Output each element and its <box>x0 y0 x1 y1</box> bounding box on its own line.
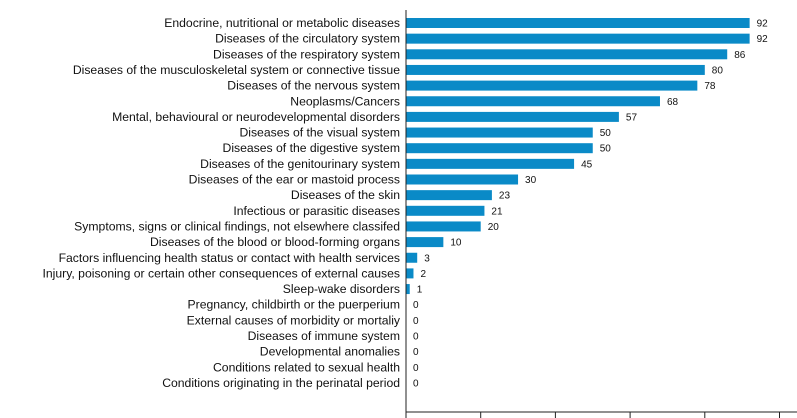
bar <box>406 64 705 75</box>
category-label: Diseases of the ear or mastoid process <box>189 173 400 187</box>
value-label: 3 <box>424 253 430 264</box>
value-label: 0 <box>413 332 419 343</box>
value-label: 50 <box>600 144 612 155</box>
bar <box>406 80 698 91</box>
value-label: 10 <box>450 238 462 249</box>
value-label: 86 <box>734 50 746 61</box>
bar <box>406 158 575 169</box>
category-label: Conditions related to sexual health <box>213 360 400 374</box>
value-label: 45 <box>581 159 593 170</box>
value-label: 0 <box>413 378 419 389</box>
category-label: Diseases of the skin <box>291 188 400 202</box>
value-label: 0 <box>413 347 419 358</box>
category-labels-group: Endocrine, nutritional or metabolic dise… <box>43 16 401 390</box>
category-label: Infectious or parasitic diseases <box>233 204 400 218</box>
bars-group <box>406 18 750 295</box>
bar <box>406 18 750 28</box>
category-label: Developmental anomalies <box>260 345 400 359</box>
value-label: 23 <box>499 191 511 202</box>
value-label: 0 <box>413 363 419 374</box>
bar <box>406 49 728 60</box>
value-label: 92 <box>757 34 769 45</box>
category-label: Symptoms, signs or clinical findings, no… <box>74 219 400 233</box>
category-label: Neoplasms/Cancers <box>290 94 400 108</box>
value-label: 57 <box>626 112 638 123</box>
category-label: Mental, behavioural or neurodevelopmenta… <box>112 110 400 124</box>
bar <box>406 221 481 232</box>
bar <box>406 111 619 122</box>
value-label: 68 <box>667 97 679 108</box>
category-label: Diseases of immune system <box>248 329 400 343</box>
bar <box>406 33 750 44</box>
value-label: 50 <box>600 128 612 139</box>
category-label: Factors influencing health status or con… <box>59 251 400 265</box>
value-label: 92 <box>757 19 769 30</box>
bar <box>406 237 444 248</box>
bar <box>406 190 492 201</box>
category-label: Diseases of the nervous system <box>227 79 400 93</box>
value-label: 78 <box>704 81 716 92</box>
category-label: External causes of morbidity or mortaliy <box>187 313 401 327</box>
category-label: Conditions originating in the perinatal … <box>162 376 400 390</box>
value-label: 0 <box>413 300 419 311</box>
value-label: 30 <box>525 175 537 186</box>
category-label: Sleep-wake disorders <box>283 282 400 296</box>
bar <box>406 284 410 295</box>
value-label: 20 <box>488 222 500 233</box>
bar <box>406 268 414 279</box>
category-label: Diseases of the musculoskeletal system o… <box>73 63 400 77</box>
category-label: Diseases of the respiratory system <box>213 47 400 61</box>
category-label: Endocrine, nutritional or metabolic dise… <box>164 16 400 30</box>
value-label: 1 <box>417 285 423 296</box>
bar <box>406 96 660 107</box>
x-axis-ticks-group <box>405 412 780 418</box>
bar <box>406 205 485 216</box>
category-label: Diseases of the genitourinary system <box>200 157 400 171</box>
value-label: 80 <box>712 65 724 76</box>
bar <box>406 174 519 185</box>
bar <box>406 143 593 154</box>
value-label: 0 <box>413 316 419 327</box>
category-label: Pregnancy, childbirth or the puerperium <box>188 298 401 312</box>
value-label: 2 <box>420 269 426 280</box>
category-label: Diseases of the blood or blood-forming o… <box>150 235 400 249</box>
value-label: 21 <box>491 206 503 217</box>
category-label: Diseases of the circulatory system <box>215 32 400 46</box>
category-label: Injury, poisoning or certain other conse… <box>43 266 400 280</box>
bar <box>406 252 418 263</box>
bar <box>406 127 593 138</box>
category-label: Diseases of the digestive system <box>223 141 400 155</box>
category-label: Diseases of the visual system <box>239 126 400 140</box>
